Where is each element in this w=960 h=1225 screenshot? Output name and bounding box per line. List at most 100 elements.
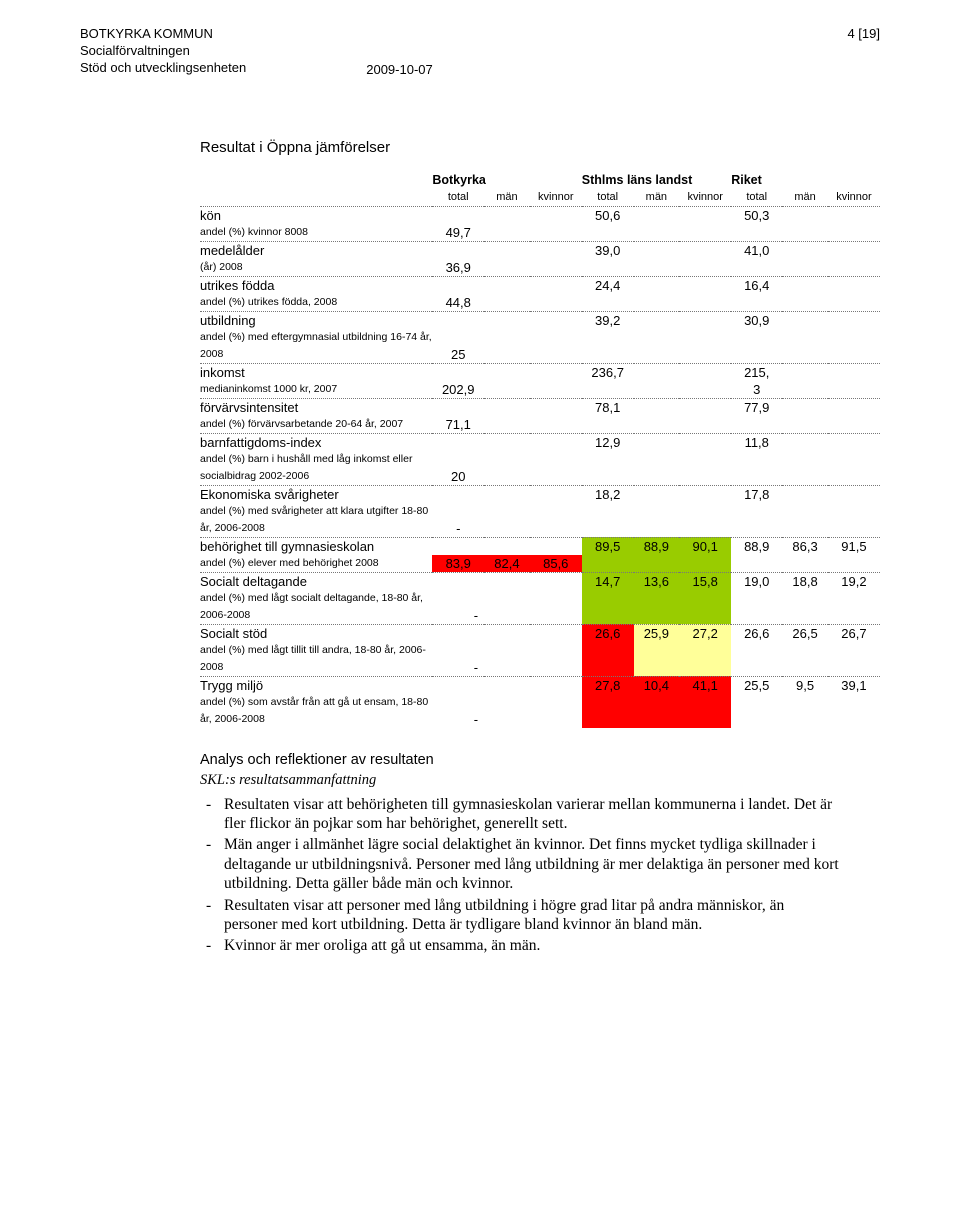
col-b-kvinnor: kvinnor [530, 189, 582, 207]
table-row: andel (%) med lågt tillit till andra, 18… [200, 642, 880, 677]
data-cell [679, 311, 731, 329]
row-title: kön [200, 206, 432, 224]
header-left: BOTKYRKA KOMMUN Socialförvaltningen Stöd… [80, 26, 433, 79]
data-cell [679, 363, 731, 381]
data-cell [679, 451, 731, 486]
page-header: BOTKYRKA KOMMUN Socialförvaltningen Stöd… [80, 26, 880, 79]
table-row: förvärvsintensitet78,177,9 [200, 398, 880, 416]
data-cell: 50,6 [582, 206, 634, 224]
data-cell [828, 642, 880, 677]
data-cell [634, 590, 680, 625]
data-cell [484, 241, 530, 259]
data-cell [432, 276, 484, 294]
data-cell [679, 642, 731, 677]
data-cell [782, 503, 828, 538]
data-cell [679, 694, 731, 728]
data-cell [731, 329, 782, 364]
data-cell [828, 590, 880, 625]
row-description: andel (%) som avstår från att gå ut ensa… [200, 694, 432, 728]
data-cell [782, 259, 828, 277]
bullet-item: Resultaten visar att behörigheten till g… [224, 795, 840, 834]
data-cell [530, 642, 582, 677]
data-cell [634, 294, 680, 312]
table-row: andel (%) utrikes födda, 200844,8 [200, 294, 880, 312]
data-cell [634, 276, 680, 294]
data-cell [679, 329, 731, 364]
col-r-total: total [731, 189, 782, 207]
row-title: utbildning [200, 311, 432, 329]
table-row: medelålder39,041,0 [200, 241, 880, 259]
data-cell [484, 694, 530, 728]
data-cell [484, 224, 530, 242]
table-row: behörighet till gymnasieskolan89,588,990… [200, 537, 880, 555]
data-cell [634, 694, 680, 728]
data-cell: 18,2 [582, 485, 634, 503]
data-cell: 20 [432, 451, 484, 486]
data-cell [731, 451, 782, 486]
col-s-total: total [582, 189, 634, 207]
data-cell [432, 572, 484, 590]
data-cell [582, 590, 634, 625]
data-cell [634, 451, 680, 486]
col-b-man: män [484, 189, 530, 207]
data-cell [828, 555, 880, 573]
data-cell [530, 241, 582, 259]
data-cell [530, 329, 582, 364]
table-row: Socialt deltagande14,713,615,819,018,819… [200, 572, 880, 590]
data-cell [634, 363, 680, 381]
data-cell [782, 294, 828, 312]
data-cell [530, 294, 582, 312]
table-row: andel (%) förvärvsarbetande 20-64 år, 20… [200, 416, 880, 434]
data-cell [582, 642, 634, 677]
data-cell [731, 224, 782, 242]
table-row: utbildning39,230,9 [200, 311, 880, 329]
data-cell: 88,9 [731, 537, 782, 555]
data-cell [828, 363, 880, 381]
group-riket: Riket [731, 172, 880, 189]
row-description: andel (%) med svårigheter att klara utgi… [200, 503, 432, 538]
data-cell [582, 259, 634, 277]
data-cell [731, 555, 782, 573]
data-cell: 26,6 [582, 624, 634, 642]
row-description: andel (%) med lågt tillit till andra, 18… [200, 642, 432, 677]
data-cell: 90,1 [679, 537, 731, 555]
org-line-1: BOTKYRKA KOMMUN [80, 26, 433, 43]
data-cell [679, 224, 731, 242]
data-cell [782, 398, 828, 416]
data-cell [634, 503, 680, 538]
data-cell: 44,8 [432, 294, 484, 312]
data-cell [484, 398, 530, 416]
data-cell [679, 485, 731, 503]
data-cell [582, 694, 634, 728]
row-description: andel (%) med lågt socialt deltagande, 1… [200, 590, 432, 625]
data-cell [432, 363, 484, 381]
row-description: (år) 2008 [200, 259, 432, 277]
data-cell: 30,9 [731, 311, 782, 329]
table-row: andel (%) kvinnor 800849,7 [200, 224, 880, 242]
document-date: 2009-10-07 [366, 62, 433, 79]
group-header-row: Botkyrka Sthlms läns landst Riket [200, 172, 880, 189]
data-cell: 215, [731, 363, 782, 381]
data-cell: 71,1 [432, 416, 484, 434]
data-cell [432, 206, 484, 224]
data-cell [782, 433, 828, 451]
data-cell [484, 294, 530, 312]
data-cell: 77,9 [731, 398, 782, 416]
data-cell [484, 433, 530, 451]
data-cell [828, 433, 880, 451]
table-row: andel (%) som avstår från att gå ut ensa… [200, 694, 880, 728]
data-cell [530, 363, 582, 381]
data-cell: - [432, 694, 484, 728]
data-cell [828, 485, 880, 503]
data-cell [582, 224, 634, 242]
section-title: Resultat i Öppna jämförelser [200, 139, 880, 156]
data-cell: 3 [731, 381, 782, 399]
data-cell [530, 276, 582, 294]
data-cell [484, 259, 530, 277]
data-cell [634, 416, 680, 434]
data-cell [782, 451, 828, 486]
data-cell [530, 451, 582, 486]
data-cell [484, 503, 530, 538]
data-cell: 17,8 [731, 485, 782, 503]
data-cell: 14,7 [582, 572, 634, 590]
